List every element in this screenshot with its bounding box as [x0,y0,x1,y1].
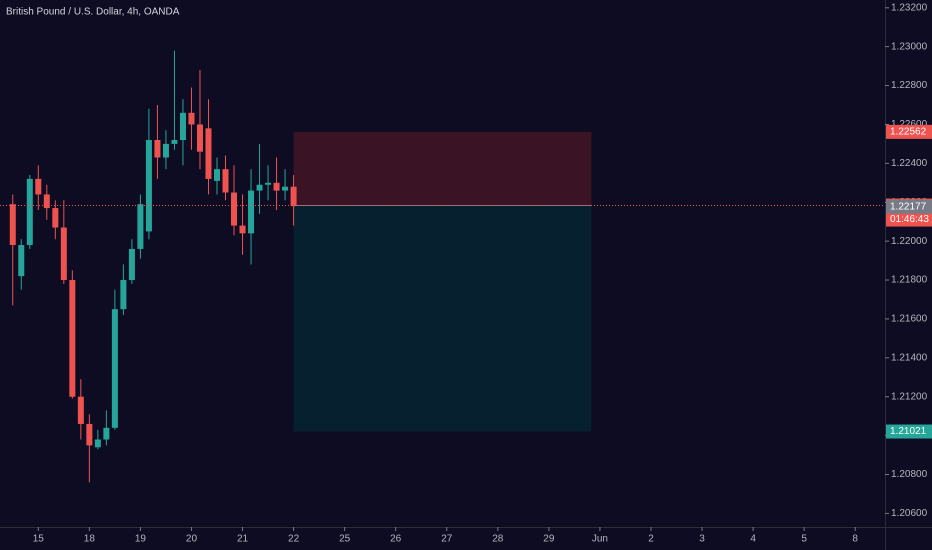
chart-title: British Pound / U.S. Dollar, 4h, OANDA [6,7,180,18]
x-tick-label: 20 [186,534,198,545]
candle-body [273,182,280,191]
candle-body [231,192,238,226]
price-label: 1.22177 [890,201,927,212]
candle-body [213,169,220,181]
candle-body [282,186,289,191]
candle-body [239,225,246,234]
candle-body [26,178,33,246]
y-tick-label: 1.21400 [891,352,928,363]
x-tick-label: 28 [492,534,504,545]
candle-body [222,169,229,193]
x-tick-label: 3 [699,534,705,545]
candle-body [171,140,178,144]
x-tick-label: 27 [441,534,453,545]
candle-body [196,124,203,152]
y-tick-label: 1.20600 [891,508,928,519]
candle-body [137,204,144,249]
price-label-box [886,199,932,214]
countdown: 01:46:43 [890,214,929,225]
x-tick-label: 2 [648,534,654,545]
candle-body [162,143,169,158]
candle-body [145,140,152,232]
x-tick-label: 18 [84,534,96,545]
target-zone [293,205,592,432]
y-tick-label: 1.23200 [891,2,928,13]
x-tick-label: Jun [592,534,608,545]
candle-body [103,427,110,440]
candle-body [86,423,93,446]
candle-body [18,245,25,277]
x-tick-label: 21 [237,534,249,545]
y-tick-label: 1.21800 [891,275,928,286]
x-tick-label: 4 [750,534,756,545]
candle-body [69,280,76,397]
y-tick-label: 1.21200 [891,391,928,402]
candle-body [43,194,50,209]
y-tick-label: 1.22800 [891,80,928,91]
price-label-box [886,424,932,439]
candles [9,50,297,483]
y-tick-label: 1.21600 [891,314,928,325]
x-tick-label: 5 [801,534,807,545]
stop-zone [293,131,592,206]
price-label: 1.22562 [890,126,927,137]
candle-body [265,182,272,185]
y-tick-label: 1.22000 [891,236,928,247]
position-zones [293,131,592,432]
y-tick-label: 1.22600 [891,119,928,130]
x-tick-label: 19 [135,534,147,545]
y-tick-label: 1.20800 [891,469,928,480]
candle-body [111,309,118,428]
price-label-box [886,124,932,139]
candle-body [9,204,16,246]
candle-body [35,178,42,195]
x-tick-label: 22 [288,534,300,545]
candle-body [128,248,135,281]
candle-body [179,112,186,141]
candle-body [120,280,127,310]
x-tick-label: 8 [852,534,858,545]
candle-body [205,128,212,179]
candle-body [154,140,161,158]
candle-body [188,112,195,125]
candle-body [256,184,263,191]
price-label: 1.21021 [890,426,927,437]
countdown-box [886,212,932,227]
x-tick-label: 25 [339,534,351,545]
x-tick-label: 26 [390,534,402,545]
x-tick-label: 15 [33,534,45,545]
candle-body [290,186,297,207]
y-tick-label: 1.23000 [891,41,928,52]
y-tick-label: 1.22400 [891,158,928,169]
candle-body [248,190,255,234]
candle-body [94,439,101,448]
candle-body [52,208,59,228]
x-tick-label: 29 [543,534,555,545]
candle-body [77,396,84,424]
candle-body [60,227,67,281]
